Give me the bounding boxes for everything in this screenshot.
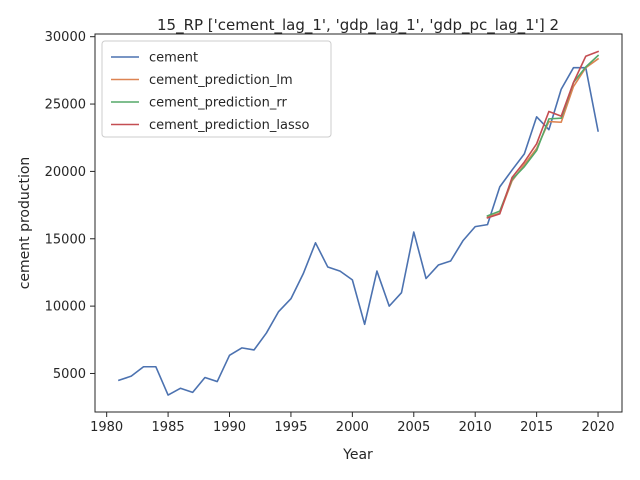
y-tick-label: 20000 <box>45 165 86 180</box>
series-line-cement-prediction-lasso <box>486 50 600 219</box>
series-line-cement <box>117 66 599 396</box>
legend-label: cement_prediction_lm <box>149 73 293 88</box>
legend-label: cement_prediction_rr <box>149 96 287 111</box>
plot-frame <box>94 33 623 413</box>
x-tick-label: 2005 <box>397 420 430 435</box>
y-tick-label: 30000 <box>45 30 86 45</box>
legend-label: cement_prediction_lasso <box>149 118 309 133</box>
y-axis-label: cement production <box>17 157 33 290</box>
series-layer <box>117 50 600 396</box>
legend: cement cement_prediction_lm cement_predict… <box>101 40 332 138</box>
x-tick-label: 1990 <box>213 420 246 435</box>
x-tick-label: 1985 <box>152 420 185 435</box>
x-axis-ticks: 1980 1985 1990 1995 2000 2005 2010 2015 2020 <box>90 412 615 435</box>
x-tick-label: 1995 <box>274 420 307 435</box>
y-tick-label: 10000 <box>45 300 86 315</box>
series-line-cement-prediction-rr <box>486 54 600 217</box>
y-tick-label: 25000 <box>45 98 86 113</box>
series-line-cement-prediction-lm <box>486 57 600 219</box>
y-tick-label: 15000 <box>45 232 86 247</box>
legend-box <box>101 40 332 138</box>
x-tick-label: 2010 <box>459 420 492 435</box>
x-tick-label: 1980 <box>90 420 123 435</box>
x-tick-label: 2020 <box>581 420 614 435</box>
x-axis-label: Year <box>342 447 373 463</box>
legend-label: cement <box>149 51 198 66</box>
x-tick-label: 2000 <box>336 420 369 435</box>
y-tick-label: 5000 <box>53 367 86 382</box>
chart-title: 15_RP ['cement_lag_1', 'gdp_lag_1', 'gdp… <box>157 16 559 35</box>
y-axis-ticks: 5000 10000 15000 20000 25000 30000 <box>45 30 95 382</box>
x-tick-label: 2015 <box>520 420 553 435</box>
